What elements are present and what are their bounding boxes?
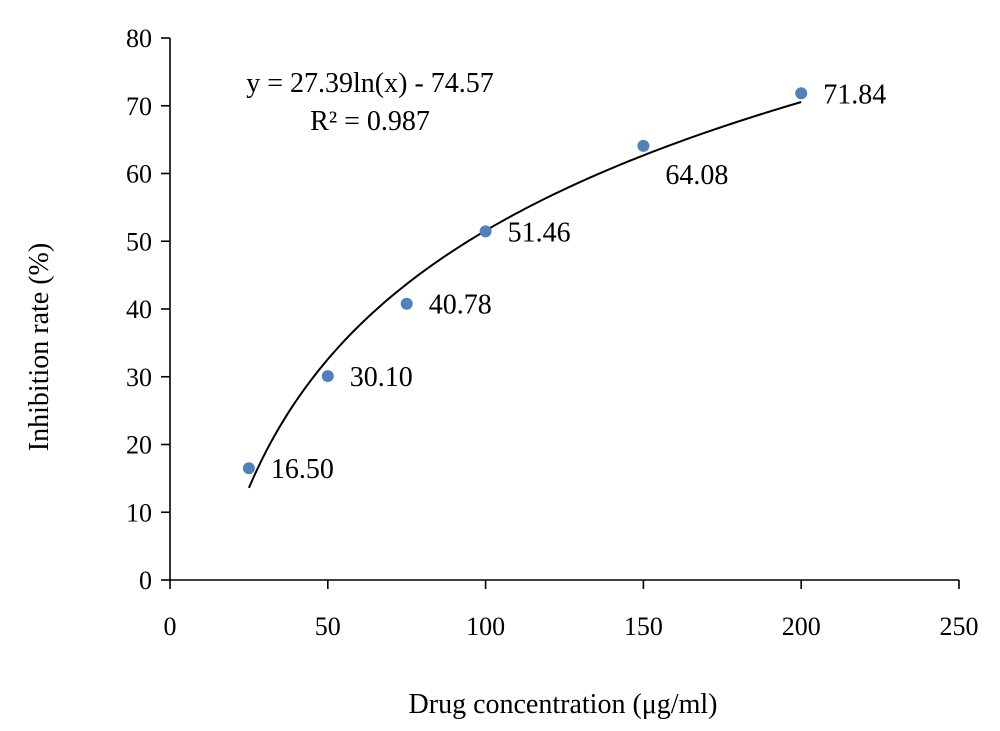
trendline <box>247 101 802 489</box>
data-point <box>242 462 255 475</box>
y-tick-label: 10 <box>126 498 152 527</box>
data-labels: 16.50 30.10 40.78 51.46 64.08 71.84 <box>271 79 886 485</box>
y-tick-label: 40 <box>126 295 152 324</box>
y-tick-label: 80 <box>126 24 152 53</box>
data-label: 40.78 <box>429 290 492 321</box>
trendline-r-squared: R² = 0.987 <box>310 106 430 137</box>
data-point <box>400 297 413 310</box>
y-tick-label: 70 <box>126 92 152 121</box>
x-tick-label: 150 <box>624 612 663 641</box>
x-tick-label: 200 <box>782 612 821 641</box>
x-tick-label: 0 <box>164 612 177 641</box>
data-point <box>479 225 492 238</box>
y-tick-label: 30 <box>126 363 152 392</box>
data-label: 64.08 <box>665 160 728 191</box>
x-tick-label: 250 <box>940 612 979 641</box>
x-tick-label: 100 <box>466 612 505 641</box>
y-tick-label: 20 <box>126 431 152 460</box>
y-ticks: 0 10 20 30 40 50 60 70 80 <box>126 24 170 595</box>
data-point <box>637 139 650 152</box>
trendline-equation: y = 27.39ln(x) - 74.57 <box>246 68 494 99</box>
data-label: 51.46 <box>508 217 571 248</box>
data-point <box>321 370 334 383</box>
x-ticks: 0 50 100 150 200 250 <box>164 580 979 641</box>
y-tick-label: 50 <box>126 227 152 256</box>
axes <box>169 38 959 581</box>
y-tick-label: 0 <box>139 566 152 595</box>
data-point <box>795 87 808 100</box>
data-label: 16.50 <box>271 454 334 485</box>
y-axis-title: Inhibition rate (%) <box>24 243 55 451</box>
y-tick-label: 60 <box>126 160 152 189</box>
data-label: 30.10 <box>350 362 413 393</box>
x-tick-label: 50 <box>315 612 341 641</box>
data-label: 71.84 <box>823 79 886 110</box>
x-axis-title: Drug concentration (μg/ml) <box>409 689 718 720</box>
data-points <box>242 87 808 475</box>
